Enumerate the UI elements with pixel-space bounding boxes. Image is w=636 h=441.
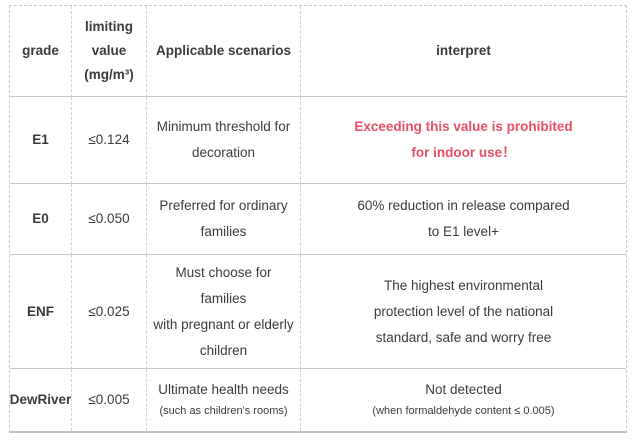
row-dewriver-interpret-main: Not detected: [425, 382, 502, 397]
header-interpret: interpret: [301, 6, 626, 97]
header-applicable-scenarios: Applicable scenarios: [147, 6, 301, 97]
row-enf-interpret: The highest environmental protection lev…: [301, 255, 626, 369]
row-enf-scenario: Must choose for families with pregnant o…: [147, 255, 301, 369]
row-e1-limit: ≤0.124: [72, 97, 147, 184]
row-enf-limit: ≤0.025: [72, 255, 147, 369]
row-dewriver-scenario-main: Ultimate health needs: [158, 382, 289, 397]
formaldehyde-grade-table: grade limiting value (mg/m³) Applicable …: [9, 5, 627, 433]
row-dewriver-grade: DewRiver: [10, 369, 72, 431]
row-e0-scenario: Preferred for ordinary families: [147, 184, 301, 255]
row-e0-interpret: 60% reduction in release compared to E1 …: [301, 184, 626, 255]
row-e1-interpret-warning: Exceeding this value is prohibited for i…: [301, 97, 626, 184]
row-e1-grade: E1: [10, 97, 72, 184]
row-dewriver-limit: ≤0.005: [72, 369, 147, 431]
header-limiting-value: limiting value (mg/m³): [72, 6, 147, 97]
row-e0-grade: E0: [10, 184, 72, 255]
row-e0-limit: ≤0.050: [72, 184, 147, 255]
row-dewriver-interpret: Not detected (when formaldehyde content …: [301, 369, 626, 431]
row-enf-grade: ENF: [10, 255, 72, 369]
row-dewriver-scenario: Ultimate health needs (such as children'…: [147, 369, 301, 431]
header-grade: grade: [10, 6, 72, 97]
row-dewriver-scenario-note: (such as children's rooms): [159, 405, 288, 417]
row-dewriver-interpret-note: (when formaldehyde content ≤ 0.005): [372, 405, 555, 417]
row-e1-scenario: Minimum threshold for decoration: [147, 97, 301, 184]
